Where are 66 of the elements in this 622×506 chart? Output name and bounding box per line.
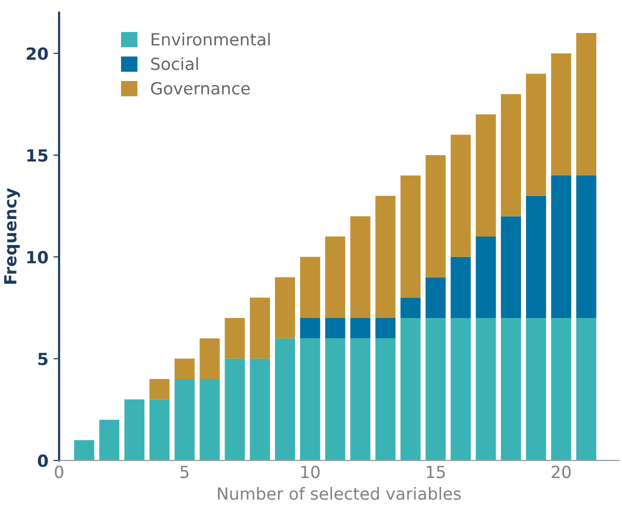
bar: [200, 379, 220, 460]
bar: [500, 318, 521, 460]
bar: [426, 155, 446, 278]
bar: [450, 134, 471, 257]
bar: [250, 358, 270, 460]
bar: [325, 236, 346, 318]
bar: [149, 379, 170, 400]
x-tick-label: 5: [180, 466, 188, 478]
y-tick-label: 10: [27, 250, 48, 264]
bar: [400, 298, 421, 318]
legend-label: Governance: [151, 82, 250, 95]
bar: [500, 216, 521, 318]
bar: [375, 338, 396, 460]
bar: [551, 175, 572, 318]
bar: [500, 94, 521, 216]
bar: [325, 318, 346, 338]
bar: [274, 277, 296, 338]
bar: [375, 196, 396, 318]
y-tick-label: 0: [38, 454, 48, 468]
bar: [526, 318, 546, 460]
bar: [200, 338, 220, 380]
bar: [300, 318, 320, 338]
y-tick-label: 20: [26, 47, 48, 60]
bar: [476, 318, 496, 460]
bar: [224, 358, 245, 460]
bar: [174, 358, 195, 380]
bar: [250, 298, 270, 359]
x-tick-label: 0: [54, 466, 64, 478]
bar: [375, 318, 396, 338]
bar: [576, 175, 596, 318]
x-axis-title: Number of selected variables: [218, 487, 461, 500]
bar: [350, 318, 370, 338]
bar: [224, 318, 245, 359]
bar: [325, 338, 346, 460]
legend-label: Environmental: [152, 32, 270, 46]
bar: [274, 338, 296, 460]
bar: [400, 318, 421, 460]
y-tick-label: 15: [27, 149, 48, 162]
bar: [450, 256, 471, 318]
legend-label: Social: [151, 57, 198, 70]
y-tick-label: 5: [38, 352, 48, 366]
bar: [476, 114, 496, 237]
bar: [300, 338, 320, 460]
bar: [74, 440, 94, 460]
bar: [300, 256, 320, 318]
bar: [350, 216, 370, 318]
bar: [576, 318, 596, 460]
bar: [426, 277, 446, 318]
y-axis-title: Frequency: [4, 188, 20, 284]
bar: [551, 53, 572, 176]
bar: [124, 399, 144, 460]
bar: [526, 196, 546, 318]
bar: [400, 175, 421, 298]
bar: [174, 379, 195, 460]
bar: [476, 236, 496, 318]
x-tick-label: 20: [552, 466, 571, 478]
x-tick-label: 15: [426, 466, 445, 478]
bar: [450, 318, 471, 460]
bar: [526, 74, 546, 196]
bar: [426, 318, 446, 460]
bar: [99, 420, 120, 460]
bar: [576, 33, 596, 176]
x-tick-label: 10: [301, 466, 320, 478]
bar: [149, 399, 170, 460]
bar: [350, 338, 370, 460]
bar: [551, 318, 572, 460]
